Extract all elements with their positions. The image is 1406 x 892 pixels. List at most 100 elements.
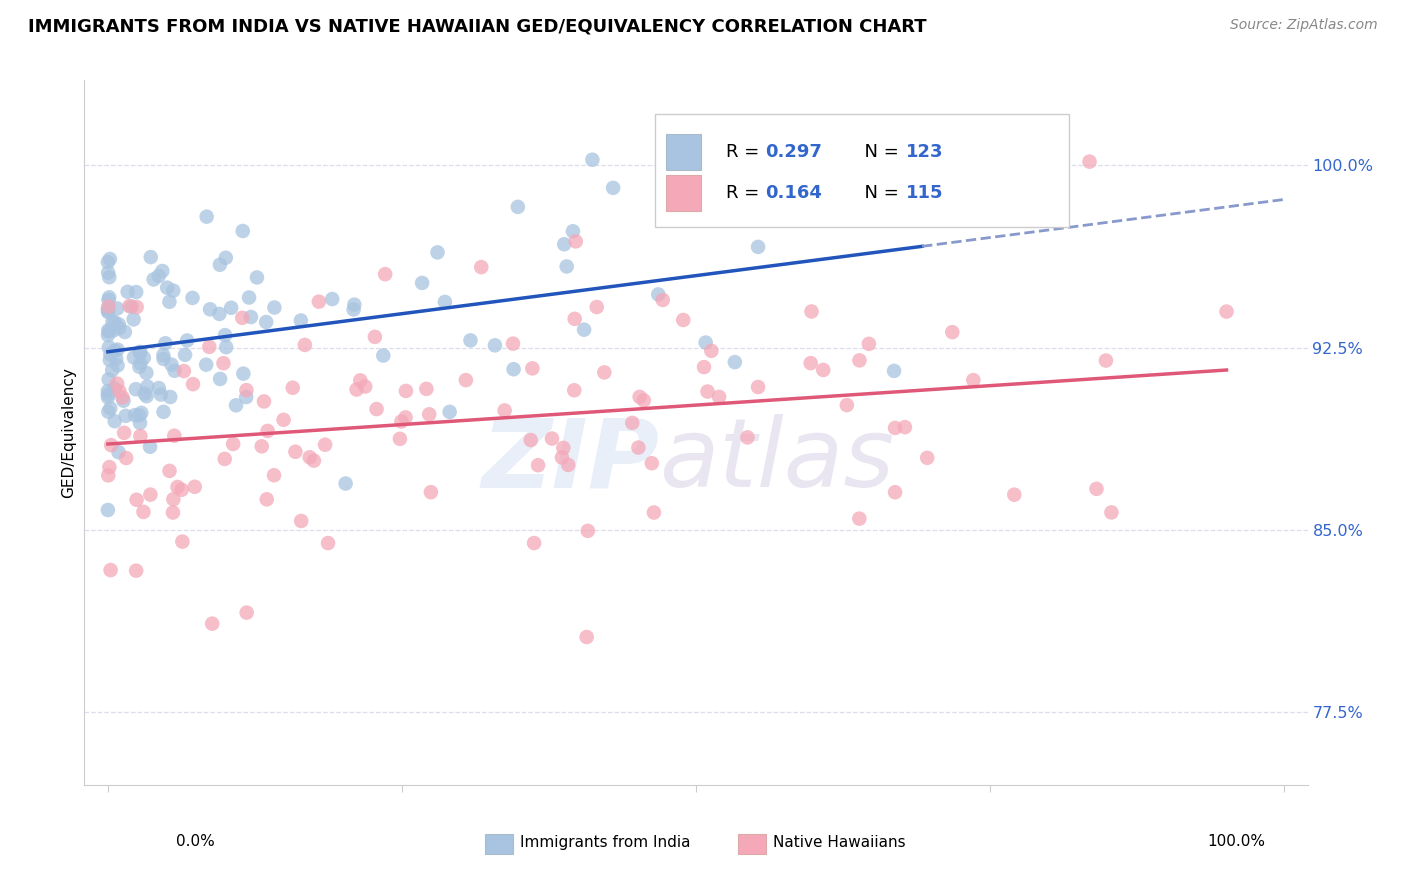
Point [152, 348, 174, 362]
Point [122, 312, 145, 326]
Point [181, 291, 204, 305]
Point [235, 606, 257, 620]
Point [215, 251, 238, 265]
Point [527, 458, 550, 473]
Point [184, 480, 207, 494]
Point [108, 318, 131, 332]
Point [541, 432, 564, 446]
Point [97, 372, 120, 386]
Text: 0.297: 0.297 [765, 143, 823, 161]
Point [695, 335, 717, 350]
Point [641, 456, 664, 470]
Point [439, 405, 461, 419]
Point [418, 407, 440, 421]
Point [426, 245, 449, 260]
Point [173, 364, 195, 378]
Text: 0.0%: 0.0% [176, 834, 215, 849]
Point [125, 300, 148, 314]
Point [572, 323, 595, 337]
Point [298, 450, 321, 465]
Point [696, 384, 718, 399]
Text: R =: R = [725, 143, 765, 161]
Point [235, 390, 257, 404]
Text: N =: N = [852, 184, 904, 202]
Point [884, 485, 907, 500]
Point [104, 414, 127, 428]
Point [256, 492, 278, 507]
Point [134, 386, 156, 401]
Point [97, 328, 120, 343]
Point [150, 264, 173, 278]
Point [215, 340, 238, 354]
Point [112, 393, 135, 408]
Point [209, 372, 232, 386]
Point [314, 438, 336, 452]
Point [98, 353, 121, 368]
Point [858, 337, 880, 351]
Point [633, 393, 655, 408]
Point [107, 445, 129, 459]
Point [308, 294, 330, 309]
Point [162, 284, 184, 298]
Point [97, 293, 120, 307]
Point [170, 483, 193, 497]
Point [433, 294, 456, 309]
Point [388, 432, 411, 446]
Point [238, 291, 260, 305]
Point [97, 255, 120, 269]
Point [98, 252, 121, 266]
Point [1099, 505, 1122, 519]
Point [98, 401, 121, 416]
Text: ZIP: ZIP [481, 414, 659, 508]
Point [555, 260, 578, 274]
Point [97, 304, 120, 318]
Point [253, 394, 276, 409]
Point [108, 384, 131, 399]
Point [124, 408, 146, 422]
Point [97, 301, 120, 316]
Point [502, 362, 524, 376]
Point [117, 285, 139, 299]
Point [128, 345, 150, 359]
Point [159, 464, 181, 478]
Point [915, 450, 938, 465]
Point [125, 285, 148, 299]
Text: Source: ZipAtlas.com: Source: ZipAtlas.com [1230, 18, 1378, 32]
Point [374, 267, 396, 281]
Point [105, 351, 128, 366]
Point [389, 415, 412, 429]
Point [120, 300, 142, 314]
Point [294, 338, 316, 352]
Point [98, 270, 121, 285]
Point [484, 338, 506, 352]
Text: IMMIGRANTS FROM INDIA VS NATIVE HAWAIIAN GED/EQUIVALENCY CORRELATION CHART: IMMIGRANTS FROM INDIA VS NATIVE HAWAIIAN… [28, 18, 927, 36]
Point [139, 488, 162, 502]
Point [1215, 304, 1237, 318]
Point [97, 390, 120, 404]
Y-axis label: GED/Equivalency: GED/Equivalency [60, 368, 76, 498]
Text: Immigrants from India: Immigrants from India [520, 836, 690, 850]
Point [125, 492, 148, 507]
Point [394, 410, 416, 425]
Point [576, 524, 599, 538]
Point [519, 433, 541, 447]
Point [174, 348, 197, 362]
Point [553, 441, 575, 455]
Point [263, 301, 285, 315]
Point [129, 356, 152, 370]
Point [373, 349, 395, 363]
Point [962, 373, 984, 387]
Point [800, 356, 823, 370]
Point [118, 299, 141, 313]
Point [142, 272, 165, 286]
Point [97, 266, 120, 280]
Point [155, 336, 177, 351]
Point [122, 351, 145, 365]
Point [97, 305, 120, 319]
Point [254, 315, 277, 329]
Point [152, 405, 174, 419]
Point [316, 536, 339, 550]
Point [813, 363, 835, 377]
Point [152, 351, 174, 366]
Point [460, 334, 482, 348]
